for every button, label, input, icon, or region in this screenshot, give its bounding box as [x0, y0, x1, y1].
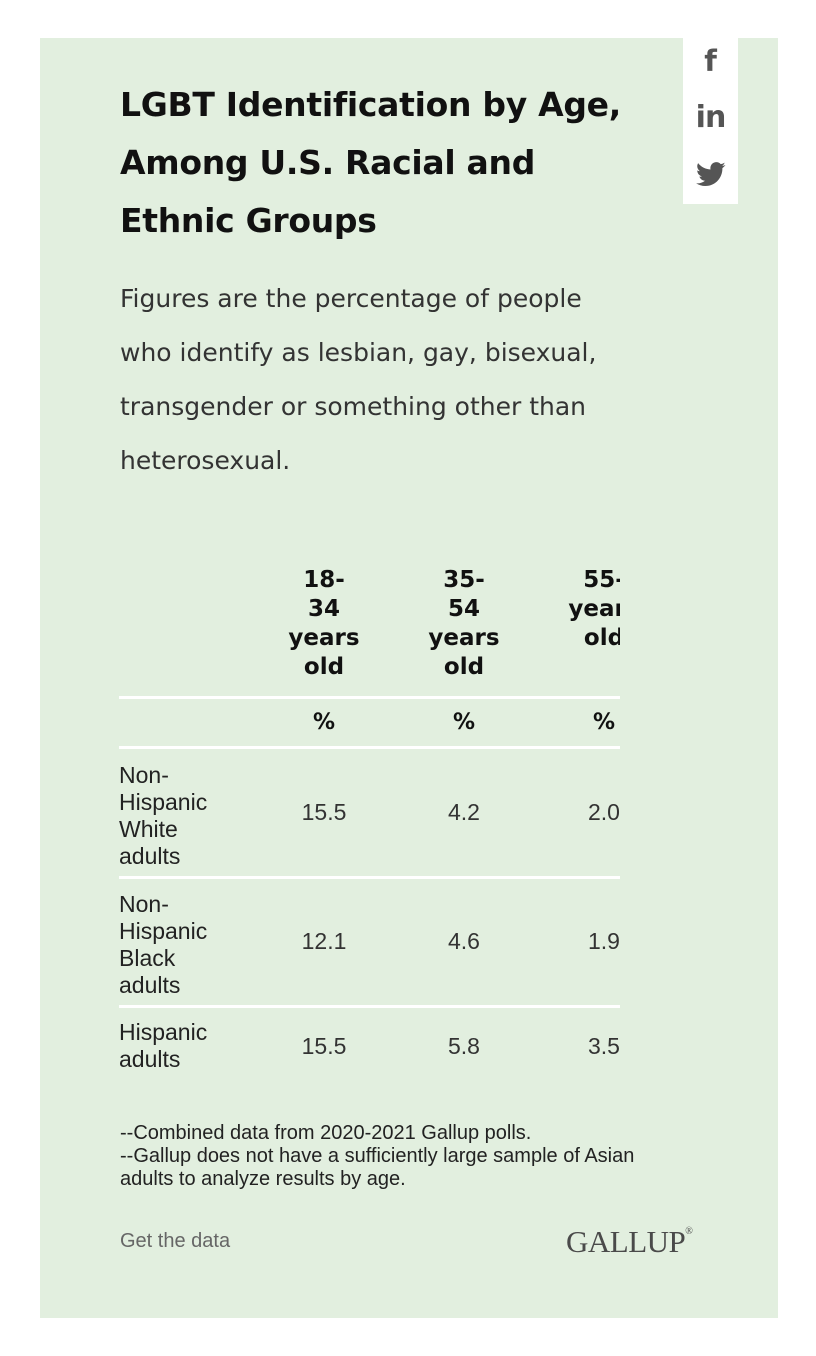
unit-label: %: [312, 710, 336, 735]
table-cell: 3.5: [588, 1033, 620, 1059]
table-cell: 15.5: [301, 1033, 347, 1059]
linkedin-icon[interactable]: in: [695, 100, 727, 135]
data-table: 18- 34 years old 35- 54 years old 55- ye…: [119, 556, 620, 1086]
unit-label: %: [452, 710, 476, 735]
gallup-logo: GALLUP®: [566, 1224, 693, 1260]
registered-mark: ®: [685, 1226, 693, 1237]
facebook-icon[interactable]: f: [704, 44, 717, 78]
chart-notes: --Combined data from 2020-2021 Gallup po…: [120, 1122, 635, 1190]
chart-title: LGBT Identification by Age, Among U.S. R…: [120, 85, 621, 240]
chart-card: [40, 38, 778, 1318]
row-label: Non- Hispanic Black adults: [119, 891, 208, 998]
unit-label: %: [592, 710, 616, 735]
table-cell: 1.9: [588, 928, 620, 954]
table-divider: [119, 1005, 620, 1008]
column-header: 55- years old: [568, 567, 620, 651]
column-header: 35- 54 years old: [428, 567, 500, 680]
brand-wordmark: GALLUP: [566, 1224, 686, 1259]
table-cell: 12.1: [301, 928, 347, 954]
table-cell: 2.0: [588, 799, 620, 825]
table-divider: [119, 696, 620, 699]
table-divider: [119, 746, 620, 749]
row-label: Hispanic adults: [119, 1019, 208, 1072]
column-header: 18- 34 years old: [288, 567, 360, 680]
table-cell: 4.6: [448, 928, 480, 954]
table-cell: 15.5: [301, 799, 347, 825]
table-cell: 4.2: [448, 799, 480, 825]
get-data-link[interactable]: Get the data: [120, 1230, 231, 1252]
chart-subtitle: Figures are the percentage of people who…: [120, 284, 597, 475]
social-share-bar: f in: [683, 38, 738, 204]
table-divider: [119, 876, 620, 879]
table-cell: 5.8: [448, 1033, 480, 1059]
twitter-icon[interactable]: [683, 162, 738, 191]
row-label: Non- Hispanic White adults: [119, 762, 208, 869]
